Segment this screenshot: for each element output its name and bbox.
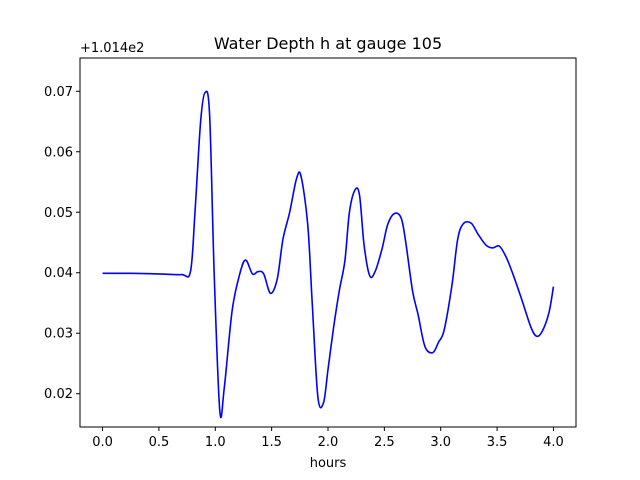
- plot-series: [102, 90, 555, 419]
- y-axis-offset-label: +1.014e2: [80, 41, 144, 56]
- x-tick-label: 0.5: [149, 435, 170, 450]
- y-tick-label: 0.04: [44, 266, 73, 281]
- chart-title: Water Depth h at gauge 105: [214, 34, 442, 53]
- y-tick-label: 0.07: [44, 85, 73, 100]
- plot-frame: [79, 57, 577, 428]
- x-tick-label: 1.5: [261, 435, 282, 450]
- x-tick-label: 4.0: [543, 435, 564, 450]
- x-tick-label: 0.0: [92, 435, 113, 450]
- x-tick-label: 3.5: [487, 435, 508, 450]
- y-tick-label: 0.02: [44, 387, 73, 402]
- y-tick-label: 0.06: [44, 145, 73, 160]
- x-tick-label: 2.0: [318, 435, 339, 450]
- x-tick-label: 3.0: [430, 435, 451, 450]
- x-tick-label: 1.0: [205, 435, 226, 450]
- x-axis-label: hours: [310, 456, 347, 471]
- y-tick-label: 0.03: [44, 327, 73, 342]
- x-tick-label: 2.5: [374, 435, 395, 450]
- y-tick-label: 0.05: [44, 206, 73, 221]
- series-line-0: [102, 90, 555, 419]
- axis-ticks: 0.0 0.5 1.0 1.5 2.0 2.5 3.0 3.5 4.0 0.02 0.03 0.04 0…: [44, 85, 564, 450]
